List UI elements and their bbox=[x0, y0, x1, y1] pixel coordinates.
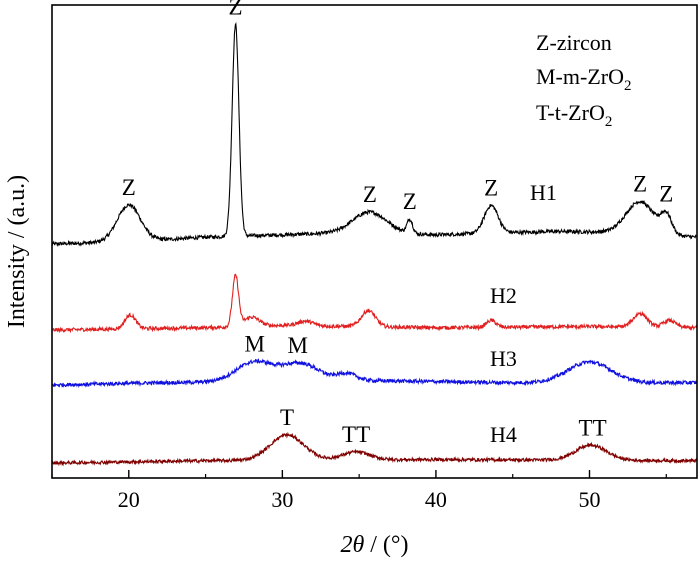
x-axis-label: 2θ / (°) bbox=[340, 532, 408, 558]
legend-entry-zircon: Z-zircon bbox=[536, 30, 612, 55]
peak-label-tt-11: TT bbox=[579, 415, 607, 440]
peak-label-z-5: Z bbox=[633, 172, 647, 197]
legend-entry-t-zro2: T-t-ZrO2 bbox=[536, 100, 612, 130]
legend-entry-t-zro2-sub: 2 bbox=[605, 114, 613, 130]
series-label-layer: H1 H2 H3 H4 bbox=[490, 180, 557, 447]
peak-label-z-2: Z bbox=[363, 182, 377, 207]
series-line-h2 bbox=[51, 273, 698, 334]
x-tick-label-40: 40 bbox=[425, 487, 447, 512]
peak-label-t-9: T bbox=[280, 405, 294, 430]
peak-label-z-1: Z bbox=[228, 0, 242, 20]
peak-label-tt-10: TT bbox=[342, 422, 370, 447]
x-axis-label-theta: 2θ bbox=[340, 532, 364, 558]
legend-entry-m-zro2: M-m-ZrO2 bbox=[536, 64, 631, 94]
series-label-h1: H1 bbox=[530, 180, 557, 205]
legend-entry-t-zro2-text: T-t-ZrO bbox=[536, 100, 605, 125]
peak-label-z-4: Z bbox=[484, 176, 498, 201]
series-line-h1 bbox=[51, 21, 697, 248]
series-line-h3 bbox=[51, 358, 698, 389]
peak-label-z-6: Z bbox=[659, 182, 673, 207]
series-line-h4 bbox=[51, 431, 698, 467]
legend: Z-zircon M-m-ZrO2 T-t-ZrO2 bbox=[536, 30, 631, 130]
plot-frame bbox=[51, 4, 698, 479]
legend-entry-m-zro2-text: M-m-ZrO bbox=[536, 64, 624, 89]
x-tick-label-20: 20 bbox=[118, 487, 140, 512]
x-tick-label-30: 30 bbox=[271, 487, 293, 512]
y-axis-label: Intensity / (a.u.) bbox=[4, 175, 30, 328]
peak-label-z-3: Z bbox=[403, 189, 417, 214]
series-label-h4: H4 bbox=[490, 422, 517, 447]
series-label-h2: H2 bbox=[490, 283, 517, 308]
x-tick-label-50: 50 bbox=[579, 487, 601, 512]
series-layer bbox=[51, 21, 698, 467]
x-tick-layer: 20 30 40 50 bbox=[51, 470, 667, 512]
peak-label-z-0: Z bbox=[122, 175, 136, 200]
peak-label-m-7: M bbox=[244, 331, 264, 356]
series-label-h3: H3 bbox=[490, 346, 517, 371]
x-axis-label-unit: / (°) bbox=[364, 532, 408, 558]
peak-label-m-8: M bbox=[287, 333, 307, 358]
legend-entry-m-zro2-sub: 2 bbox=[624, 78, 632, 94]
